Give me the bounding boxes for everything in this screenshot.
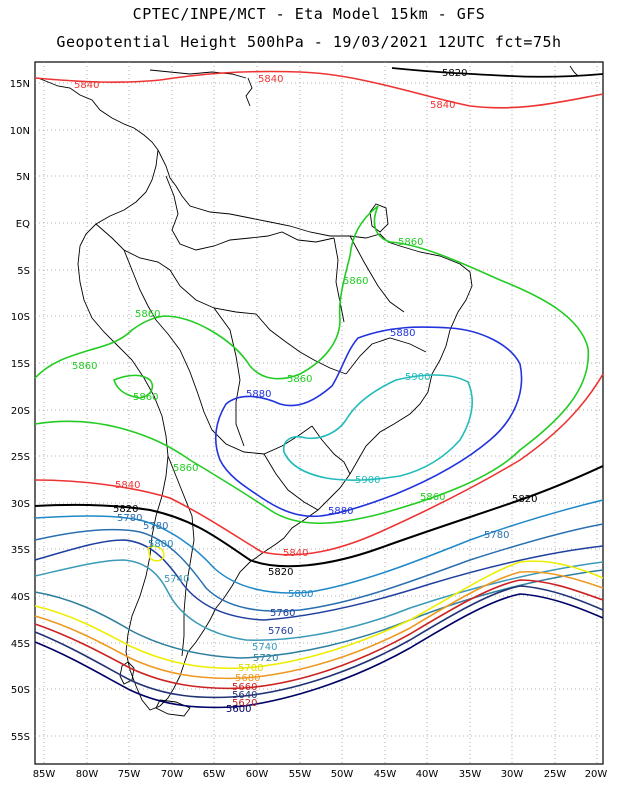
coastline — [37, 65, 579, 717]
map-title-line2: Geopotential Height 500hPa - 19/03/2021 … — [56, 33, 562, 51]
contour-5740 — [34, 559, 604, 641]
contour-5680 — [34, 570, 604, 680]
contour-5860-island — [113, 374, 154, 399]
lat-label: 50S — [11, 685, 30, 696]
contour-5700 — [34, 560, 604, 670]
label-5860: 5860 — [287, 374, 312, 385]
contour-5780 — [34, 523, 604, 612]
label-5720: 5720 — [253, 653, 278, 664]
label-5800: 5800 — [148, 539, 173, 550]
label-5640: 5640 — [232, 690, 257, 701]
label-5680: 5680 — [235, 673, 260, 684]
lon-label: 50W — [331, 769, 354, 780]
contour-5880 — [214, 326, 523, 518]
lon-label: 45W — [374, 769, 397, 780]
lat-label: 20S — [11, 406, 30, 417]
label-5880: 5880 — [328, 506, 353, 517]
label-5740: 5740 — [164, 574, 189, 585]
label-5760: 5760 — [270, 608, 295, 619]
label-5740: 5740 — [252, 642, 277, 653]
lat-label: 5N — [16, 172, 30, 183]
label-5800: 5800 — [288, 589, 313, 600]
lat-label: EQ — [16, 219, 30, 230]
lon-label: 70W — [161, 769, 184, 780]
contour-5820-north — [391, 67, 604, 78]
label-5860: 5860 — [398, 237, 423, 248]
contour-5800 — [34, 499, 604, 594]
lon-label: 35W — [459, 769, 482, 780]
lat-label: 55S — [11, 732, 30, 743]
lon-label: 40W — [416, 769, 439, 780]
contour-5720 — [34, 569, 604, 659]
label-5820: 5820 — [442, 68, 467, 79]
lon-label: 30W — [501, 769, 524, 780]
contour-5860-main — [34, 205, 590, 525]
label-5780: 5780 — [117, 513, 142, 524]
label-5760: 5760 — [268, 626, 293, 637]
label-5900: 5900 — [405, 372, 430, 383]
contour-5760 — [34, 539, 604, 621]
lat-label: 35S — [11, 545, 30, 556]
label-5860: 5860 — [343, 276, 368, 287]
label-5820: 5820 — [268, 567, 293, 578]
lon-label: 60W — [246, 769, 269, 780]
contour-5620 — [34, 593, 604, 709]
label-5780: 5780 — [143, 521, 168, 532]
label-5620: 5620 — [232, 698, 257, 709]
label-5860: 5860 — [133, 392, 158, 403]
contour-5820-south — [34, 465, 604, 568]
lat-label: 10S — [11, 312, 30, 323]
label-5880: 5880 — [246, 389, 271, 400]
contour-labels: 5840 5840 5840 5820 5860 5860 5860 5860 … — [72, 68, 537, 715]
lat-label: 30S — [11, 499, 30, 510]
lon-label: 20W — [585, 769, 608, 780]
label-5900: 5900 — [355, 475, 380, 486]
latitude-labels: 15N 10N 5N EQ 5S 10S 15S 20S 25S 30S 35S… — [10, 79, 30, 743]
label-5780: 5780 — [484, 530, 509, 541]
label-5820: 5820 — [113, 504, 138, 515]
label-5860: 5860 — [135, 309, 160, 320]
contour-5660 — [34, 579, 604, 690]
lon-label: 75W — [118, 769, 141, 780]
contour-small-closed — [147, 545, 165, 562]
label-5860: 5860 — [72, 361, 97, 372]
lat-label: 25S — [11, 452, 30, 463]
lat-label: 15S — [11, 359, 30, 370]
label-5860: 5860 — [420, 492, 445, 503]
label-5840: 5840 — [430, 100, 455, 111]
label-5860: 5860 — [173, 463, 198, 474]
lat-label: 10N — [10, 126, 30, 137]
contour-5640 — [34, 585, 604, 699]
contour-5860-inner — [34, 205, 379, 380]
label-5880: 5880 — [390, 328, 415, 339]
lat-label: 45S — [11, 639, 30, 650]
contour-5840-south — [34, 373, 604, 556]
label-5840: 5840 — [283, 548, 308, 559]
lon-label: 80W — [76, 769, 99, 780]
lon-label: 65W — [203, 769, 226, 780]
plot-frame — [34, 61, 604, 765]
label-5600: 5600 — [226, 704, 251, 715]
label-5700: 5700 — [238, 663, 263, 674]
map-title-line1: CPTEC/INPE/MCT - Eta Model 15km - GFS — [132, 5, 486, 23]
longitude-labels: 85W 80W 75W 70W 65W 60W 55W 50W 45W 40W … — [33, 769, 608, 780]
lon-label: 85W — [33, 769, 56, 780]
lon-label: 25W — [544, 769, 567, 780]
contour-5900 — [282, 374, 473, 481]
label-5660: 5660 — [232, 682, 257, 693]
label-5820: 5820 — [512, 494, 537, 505]
lat-label: 40S — [11, 592, 30, 603]
lat-label: 15N — [10, 79, 30, 90]
label-5840: 5840 — [258, 74, 283, 85]
contour-5840-north — [34, 70, 604, 109]
label-5840: 5840 — [115, 480, 140, 491]
lat-label: 5S — [17, 266, 30, 277]
lon-label: 55W — [289, 769, 312, 780]
label-5840: 5840 — [74, 80, 99, 91]
